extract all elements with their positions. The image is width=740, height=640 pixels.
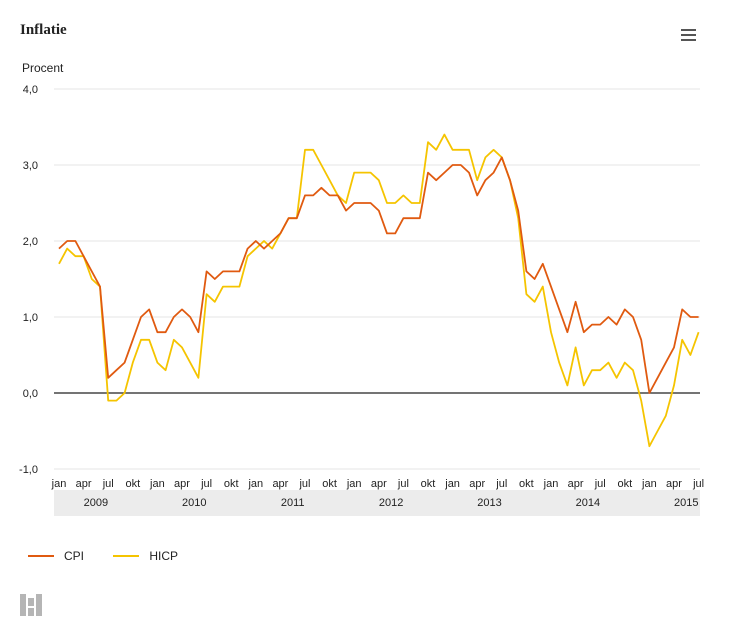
year-label: 2012 <box>379 497 403 509</box>
x-tick-label: jan <box>149 478 165 490</box>
cbs-logo <box>20 594 42 620</box>
legend-swatch-cpi <box>28 555 54 557</box>
x-tick-label: jan <box>444 478 460 490</box>
y-tick-label: 0,0 <box>23 388 38 400</box>
x-tick-label: jan <box>641 478 657 490</box>
year-label: 2010 <box>182 497 206 509</box>
x-tick-label: jul <box>495 478 507 490</box>
x-tick-label: jul <box>397 478 409 490</box>
x-tick-label: apr <box>568 478 584 490</box>
y-axis-ticks: -1,0 0,0 1,0 2,0 3,0 4,0 <box>19 84 38 476</box>
x-tick-label: okt <box>224 478 239 490</box>
y-tick-label: 3,0 <box>23 160 38 172</box>
x-tick-label: jul <box>594 478 606 490</box>
x-tick-label: jul <box>298 478 310 490</box>
x-tick-label: jan <box>346 478 362 490</box>
year-label: 2009 <box>84 497 108 509</box>
year-label: 2011 <box>281 497 305 509</box>
y-axis-label: Procent <box>22 61 64 75</box>
x-tick-label: jan <box>51 478 67 490</box>
legend-label-hicp: HICP <box>149 549 179 563</box>
hamburger-menu-icon[interactable] <box>681 29 696 43</box>
x-tick-label: okt <box>617 478 632 490</box>
x-tick-label: jan <box>247 478 263 490</box>
x-tick-label: apr <box>371 478 387 490</box>
y-tick-label: -1,0 <box>19 464 38 476</box>
x-tick-label: jul <box>692 478 704 490</box>
year-label: 2013 <box>477 497 501 509</box>
x-tick-label: jul <box>102 478 114 490</box>
gridlines <box>54 88 700 470</box>
legend-label-cpi: CPI <box>64 549 85 563</box>
series-line-cpi <box>58 156 699 394</box>
x-tick-label: apr <box>272 478 288 490</box>
y-tick-label: 4,0 <box>23 84 38 96</box>
x-tick-label: okt <box>322 478 337 490</box>
legend: CPI HICP <box>28 546 204 563</box>
x-tick-label: apr <box>469 478 485 490</box>
x-tick-label: apr <box>666 478 682 490</box>
series-lines <box>58 133 700 448</box>
year-label: 2015 <box>674 497 698 509</box>
x-axis-ticks: jan apr jul okt jan apr jul okt jan apr jul okt jan a… <box>51 478 704 490</box>
x-tick-label: jan <box>543 478 559 490</box>
legend-item-cpi[interactable]: CPI <box>28 549 84 563</box>
x-tick-label: jul <box>200 478 212 490</box>
series-line-hicp <box>58 133 700 448</box>
x-tick-label: okt <box>421 478 436 490</box>
x-tick-label: apr <box>174 478 190 490</box>
chart-title: Inflatie <box>20 22 67 38</box>
legend-swatch-hicp <box>113 555 140 557</box>
y-tick-label: 1,0 <box>23 312 38 324</box>
x-tick-label: okt <box>519 478 534 490</box>
legend-item-hicp[interactable]: HICP <box>113 549 178 563</box>
x-tick-label: okt <box>125 478 140 490</box>
year-band <box>54 490 700 516</box>
year-label: 2014 <box>576 497 600 509</box>
x-tick-label: apr <box>76 478 92 490</box>
year-labels: 2009 2010 2011 2012 2013 2014 2015 <box>84 497 699 509</box>
y-tick-label: 2,0 <box>23 236 38 248</box>
